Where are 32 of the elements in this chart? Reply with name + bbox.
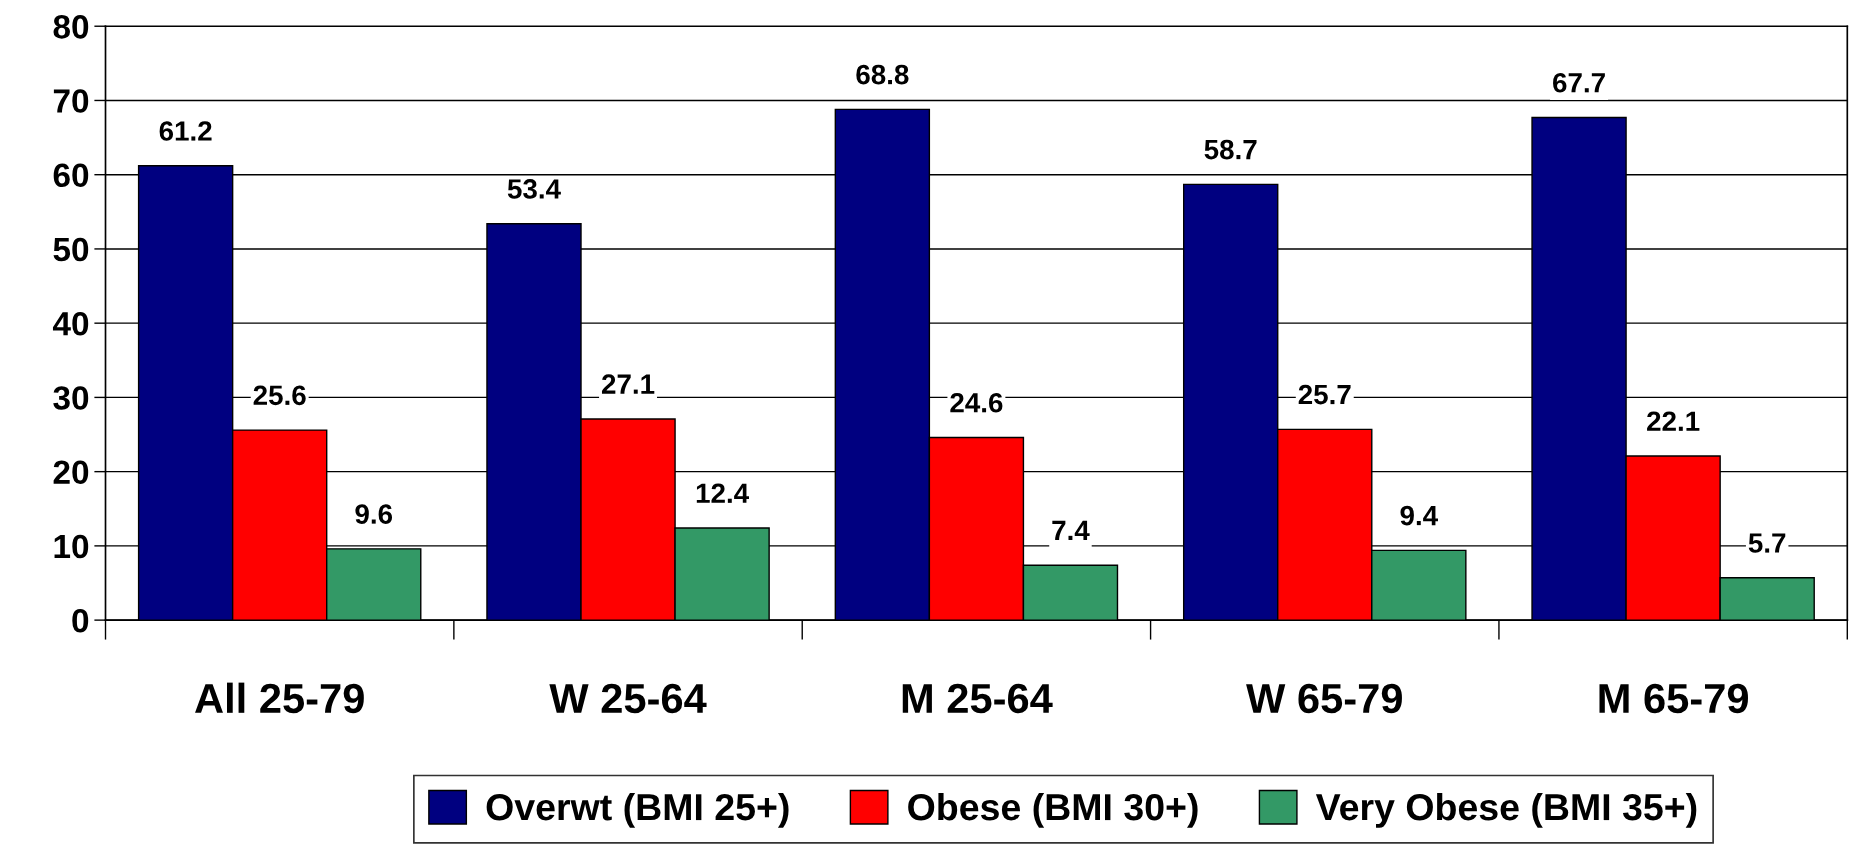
data-label: 9.6 — [355, 504, 393, 524]
x-tick-label: M 65-79 — [1599, 683, 1749, 714]
data-label: 53.4 — [507, 179, 561, 199]
y-tick-label: 20 — [53, 460, 89, 485]
data-label: 58.7 — [1204, 139, 1257, 160]
x-tick-label: W 65-79 — [1246, 683, 1402, 714]
data-label: 24.6 — [950, 392, 1003, 413]
data-label: 12.4 — [696, 483, 749, 503]
data-label: 67.7 — [1553, 72, 1605, 93]
legend-label: Overwt (BMI 25+) — [486, 792, 789, 828]
x-tick-label: M 25-64 — [902, 683, 1053, 714]
y-tick-label: 30 — [53, 386, 89, 410]
y-tick-label: 60 — [53, 163, 89, 188]
legend-label: Obese (BMI 30+) — [908, 792, 1198, 828]
y-tick-label: 50 — [53, 237, 89, 262]
data-label: 61.2 — [159, 121, 212, 141]
data-label: 68.8 — [856, 64, 909, 85]
y-tick-label: 40 — [52, 311, 89, 336]
data-label: 25.7 — [1298, 384, 1351, 405]
x-tick-label: All 25-79 — [195, 682, 364, 714]
data-label: 5.7 — [1748, 533, 1786, 553]
y-tick-label: 70 — [53, 89, 89, 113]
data-label: 7.4 — [1052, 520, 1090, 540]
y-tick-label: 10 — [54, 534, 89, 559]
y-tick-label: 80 — [53, 15, 89, 39]
y-tick-label: 0 — [72, 608, 89, 633]
data-label: 22.1 — [1647, 411, 1700, 431]
data-label: 9.4 — [1400, 505, 1438, 526]
data-label: 25.6 — [253, 385, 306, 406]
legend-label: Very Obese (BMI 35+) — [1315, 792, 1697, 828]
x-tick-label: W 25-64 — [549, 683, 707, 714]
data-label: 27.1 — [601, 374, 655, 394]
